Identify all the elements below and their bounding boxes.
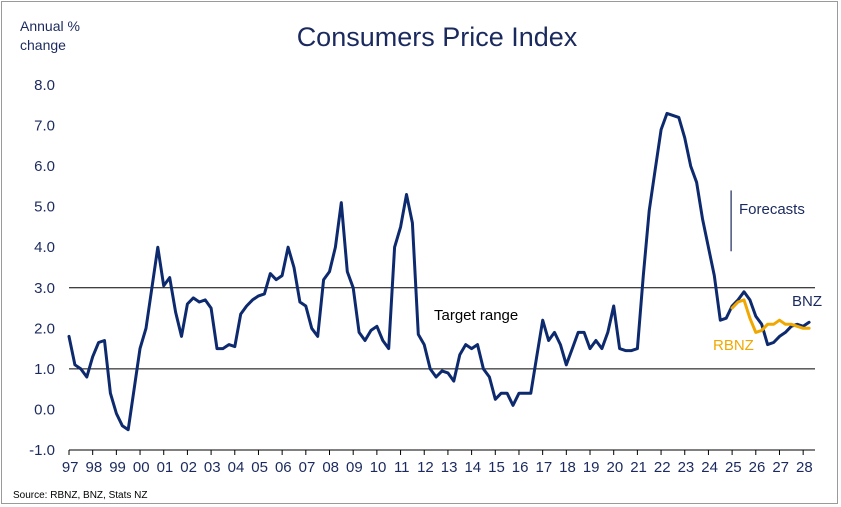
x-tick-label: 21 [630,459,647,476]
series-line-rbnz [730,298,811,334]
y-tick-label: 2.0 [34,320,55,337]
y-tick-label: 7.0 [34,118,55,135]
x-tick-label: 09 [346,459,363,476]
x-tick-label: 24 [701,459,718,476]
x-tick-label: 28 [796,459,813,476]
x-tick-label: 06 [275,459,292,476]
source-note: Source: RBNZ, BNZ, Stats NZ [13,490,147,501]
x-tick-label: 02 [180,459,197,476]
x-axis [68,449,815,455]
x-tick-labels: 97 98 99 00 01 02 03 04 05 06 07 08 09 10 11 12 13 14 15 16… [62,459,813,476]
x-tick-label: 00 [133,459,150,476]
x-tick-label: 01 [157,459,174,476]
series-lines [67,111,811,432]
x-tick-label: 25 [725,459,742,476]
x-tick-label: 22 [654,459,671,476]
legend-label-bnz: BNZ [792,293,822,310]
x-tick-label: 08 [322,459,339,476]
x-tick-label: 19 [583,459,600,476]
x-tick-label: 10 [370,459,387,476]
x-tick-label: 07 [299,459,316,476]
x-tick-label: 04 [228,459,245,476]
x-tick-label: 99 [109,459,126,476]
x-tick-label: 17 [535,459,552,476]
target-range-lines [69,287,815,370]
x-tick-label: 23 [678,459,695,476]
x-tick-label: 11 [394,459,410,476]
legend-label-rbnz: RBNZ [713,337,754,354]
x-tick-label: 13 [441,459,458,476]
y-axis-label-line1: Annual % [20,18,80,34]
y-tick-label: 8.0 [34,77,55,94]
y-tick-labels: 8.0 7.0 6.0 5.0 4.0 3.0 2.0 1.0 0.0 -1.0 [29,77,55,459]
y-tick-label: 4.0 [34,239,55,256]
x-tick-label: 98 [86,459,103,476]
y-tick-label: 0.0 [34,401,55,418]
x-tick-label: 15 [488,459,505,476]
x-tick-label: 26 [749,459,766,476]
x-tick-label: 27 [772,459,789,476]
x-tick-label: 16 [512,459,529,476]
y-tick-label: 1.0 [34,361,55,378]
x-tick-label: 03 [204,459,221,476]
x-tick-label: 14 [464,459,481,476]
y-tick-label: -1.0 [29,442,55,459]
forecasts-label: Forecasts [739,201,805,218]
y-tick-label: 6.0 [34,158,55,175]
x-tick-label: 20 [607,459,624,476]
x-tick-label: 18 [559,459,576,476]
series-line-bnz [67,111,811,432]
x-tick-label: 05 [251,459,268,476]
target-range-label: Target range [434,307,518,324]
y-axis-label-line2: change [20,37,66,53]
y-tick-label: 5.0 [34,199,55,216]
x-tick-label: 12 [417,459,434,476]
chart-title: Consumers Price Index [297,22,578,52]
y-tick-label: 3.0 [34,280,55,297]
x-tick-label: 97 [62,459,79,476]
